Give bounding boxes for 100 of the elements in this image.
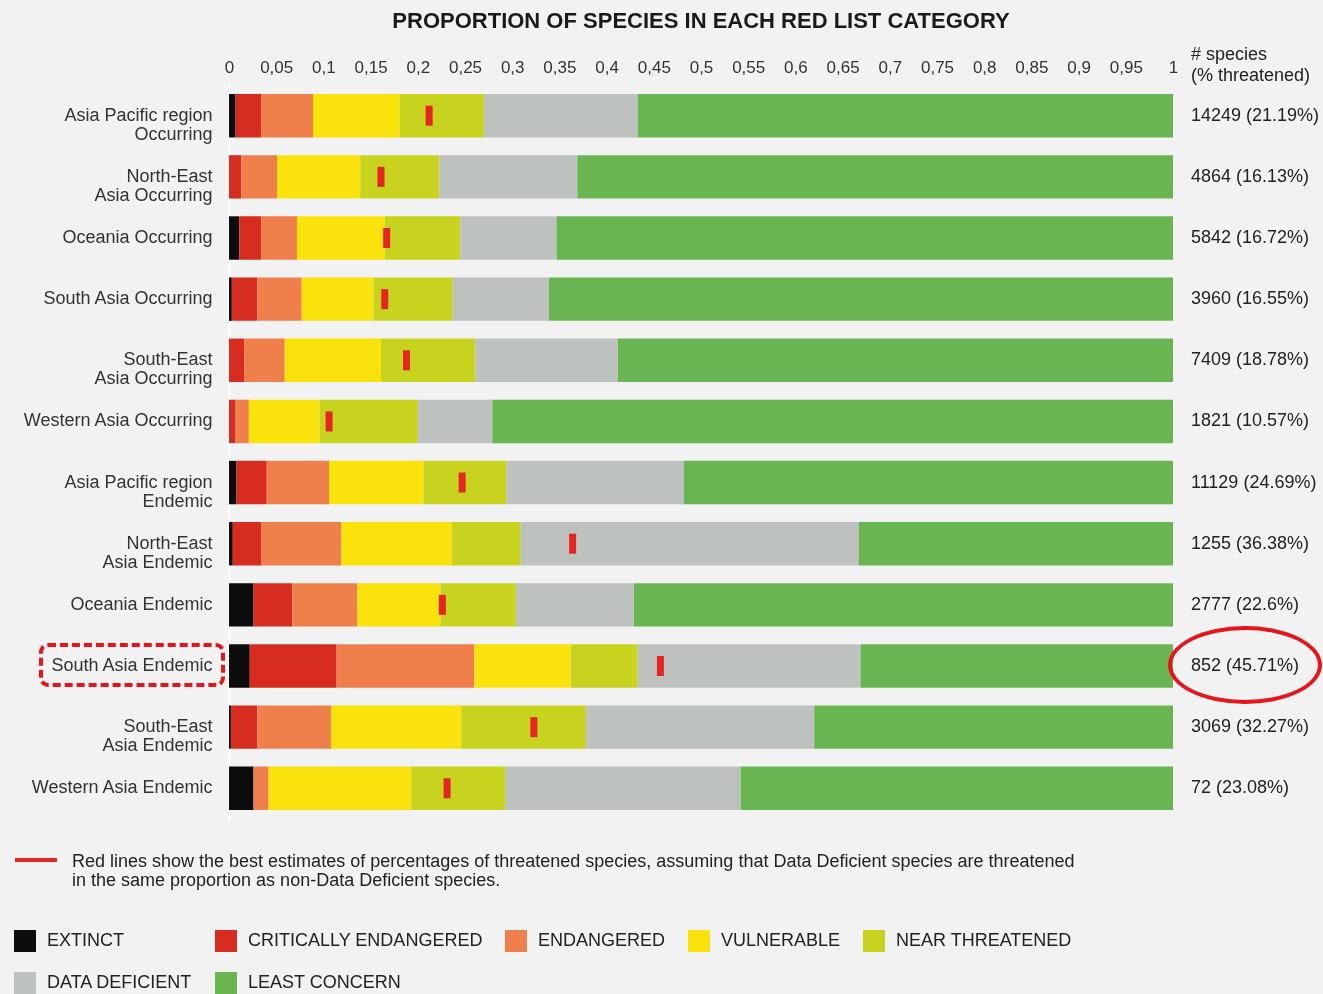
bar [417,399,493,444]
bar [380,338,476,382]
bar [684,460,1173,505]
bar [229,155,242,199]
bar [232,522,262,566]
x-tick-label: 0,7 [878,57,903,77]
bar [505,766,741,810]
bar [229,460,237,505]
bar [515,583,634,627]
total-label: 11129 (24.69%) [1191,471,1317,492]
legend-label: CRITICALLY ENDANGERED [248,930,483,950]
x-tick-label: 0,85 [1015,57,1049,77]
x-tick-label: 0 [224,57,235,77]
chart-title: PROPORTION OF SPECIES IN EACH RED LIST CATEGORY [392,8,1010,33]
bar [319,399,418,444]
x-tick-label: 0,35 [543,57,577,77]
bar [235,399,249,444]
bar [236,460,267,505]
x-tick-label: 0,6 [784,57,808,77]
x-tick-label: 0,55 [732,57,766,77]
legend-label: ENDANGERED [538,930,666,950]
bar [239,216,262,260]
x-tick-label: 0,65 [826,57,860,77]
x-tick-label: 0,1 [312,57,336,77]
bar [451,522,521,566]
total-label: 5842 (16.72%) [1191,227,1310,248]
bar [241,155,278,199]
y-tick-label: North-East Asia Endemic [102,532,213,572]
y-tick-label: South-East Asia Occurring [94,349,213,389]
x-tick-label: 0,9 [1067,57,1091,77]
y-tick-label: North-East Asia Occurring [94,165,213,205]
bar [257,705,331,749]
y-tick-label: Asia Pacific region Occurring [64,104,213,144]
bar [313,94,400,138]
total-label: 3069 (32.27%) [1191,716,1310,737]
bar [439,155,578,199]
bar [341,522,452,566]
bar [411,766,506,810]
bar [461,705,586,749]
y-tick-label: South Asia Endemic [51,654,213,675]
total-label: 4864 (16.13%) [1191,165,1310,186]
y-tick-label: South Asia Occurring [43,288,213,309]
bar [475,338,618,382]
bar [399,94,484,138]
legend-label: LEAST CONCERN [248,972,401,992]
bar [483,94,638,138]
bar [249,644,337,688]
bar [858,522,1173,566]
bar [637,644,861,688]
bar [244,338,285,382]
bar [253,766,269,810]
bar [423,460,507,505]
bar [329,460,424,505]
bar [357,583,441,627]
x-tick-label: 0,15 [354,57,388,77]
total-label: 14249 (21.19%) [1191,104,1320,125]
legend-label: VULNERABLE [721,930,841,950]
y-tick-label: Oceania Occurring [62,227,213,248]
bar [229,399,236,444]
bar [301,277,374,321]
bar [261,522,342,566]
bar [284,338,381,382]
legend-label: Red lines show the best estimates of percentages of threatened species, assuming that Data Deficient species are threatened in the same proportion as non-Data Deficient species. [72,851,1075,890]
total-label: 1821 (10.57%) [1191,410,1310,431]
bar [261,216,297,260]
bar [637,94,1173,138]
x-tick-label: 0,95 [1109,57,1143,77]
x-tick-label: 0,4 [595,57,619,77]
legend-label: EXTINCT [47,930,125,950]
bar [229,522,233,566]
bar [585,705,815,749]
bar [253,583,293,627]
bar [230,705,258,749]
bar [520,522,859,566]
bar [740,766,1173,810]
bar [360,155,440,199]
y-tick-label: Oceania Endemic [70,593,213,614]
bar [229,583,254,627]
x-tick-label: 0,5 [689,57,714,77]
x-tick-label: 0,8 [972,57,997,77]
x-tick-label: 0,45 [637,57,671,77]
total-label: 72 (23.08%) [1191,777,1290,798]
bar [235,94,262,138]
bar [229,338,245,382]
x-tick-label: 0,2 [406,57,431,77]
bar [229,277,232,321]
bar [549,277,1173,321]
total-label: 2777 (22.6%) [1191,593,1300,614]
total-label: 7409 (18.78%) [1191,349,1310,370]
bar [492,399,1173,444]
bar [229,94,236,138]
total-label: 1255 (36.38%) [1191,532,1310,553]
bar [268,766,412,810]
bar [633,583,1173,627]
bar [266,460,330,505]
bar [257,277,302,321]
y-tick-label: Western Asia Occurring [23,410,213,431]
bar [506,460,685,505]
bar [440,583,516,627]
bar [577,155,1173,199]
